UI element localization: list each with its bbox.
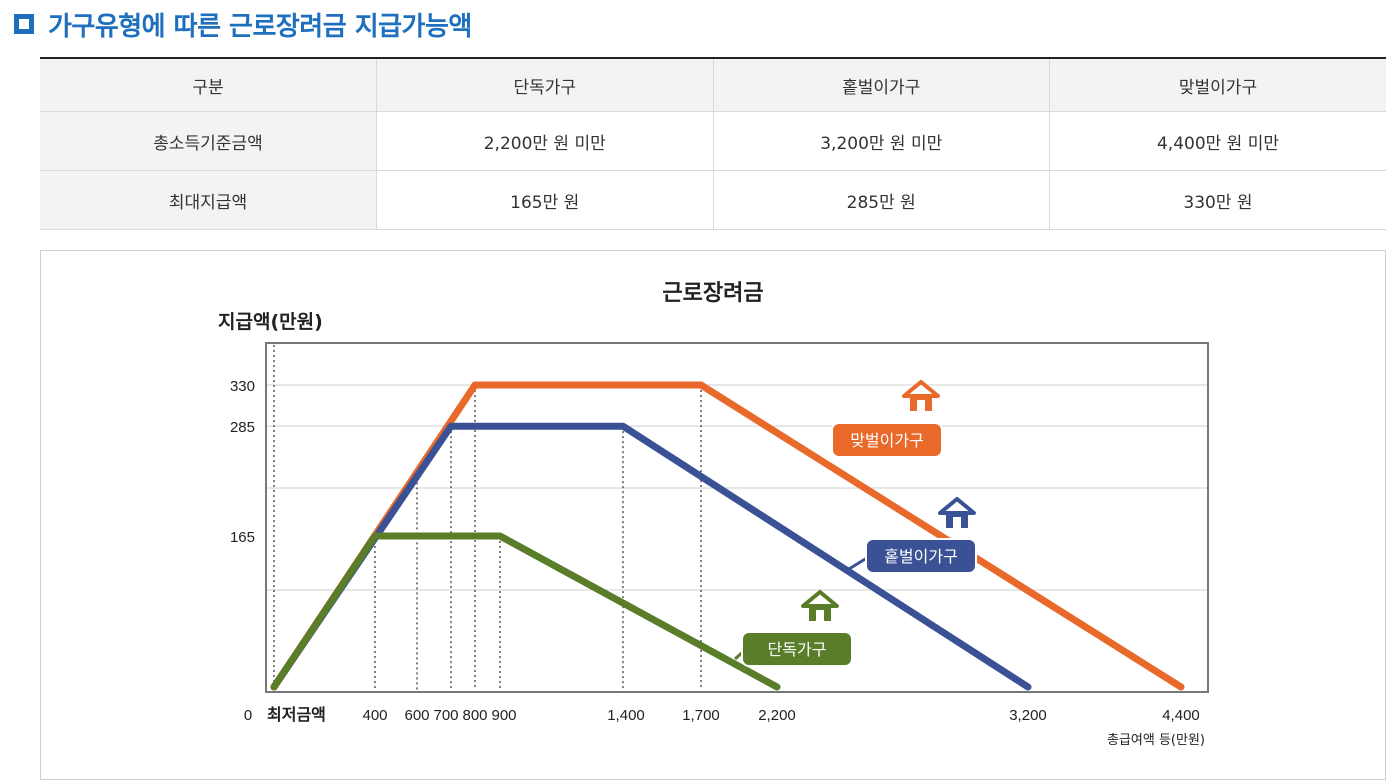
- x-tick-label: 600: [404, 707, 429, 724]
- house-icon: [938, 497, 976, 528]
- callout-box: [741, 631, 853, 667]
- table-row: 총소득기준금액 2,200만 원 미만 3,200만 원 미만 4,400만 원…: [40, 111, 1386, 171]
- table-header-cell: 구분: [40, 57, 377, 112]
- eitc-chart: 165 285 330 0 최저금액 400 600 700 800 900 1,400 1,700 2…: [40, 250, 1386, 780]
- x-tick-label: 1,700: [682, 707, 720, 724]
- table-header-cell: 맞벌이가구: [1049, 57, 1386, 112]
- house-icon: [801, 590, 839, 621]
- table-cell: 3,200만 원 미만: [713, 111, 1050, 171]
- callout-box: [831, 422, 943, 458]
- y-tick-label: 285: [230, 419, 255, 436]
- house-door: [816, 610, 824, 621]
- x-tick-label: 3,200: [1009, 707, 1047, 724]
- callout-label: 맞벌이가구: [850, 431, 924, 450]
- y-tick-label: 330: [230, 378, 255, 395]
- table-row-label: 최대지급액: [40, 170, 377, 230]
- series-line-단독가구: [270, 532, 781, 691]
- x-tick-label: 800: [462, 707, 487, 724]
- table-row-label: 총소득기준금액: [40, 111, 377, 171]
- plot-area: [265, 342, 1209, 693]
- table-cell: 165만 원: [376, 170, 714, 230]
- chart-canvas: 165 285 330 0 최저금액 400 600 700 800 900 1,400 1,700 2…: [230, 342, 1209, 724]
- chart-title: 근로장려금: [662, 281, 764, 306]
- section-title: 가구유형에 따른 근로장려금 지급가능액: [48, 11, 472, 42]
- x-tick-label: 0: [244, 707, 252, 724]
- callout-box: [865, 538, 977, 574]
- house-door: [917, 400, 925, 411]
- table-header-cell: 단독가구: [376, 57, 714, 112]
- y-axis-label: 지급액(만원): [218, 311, 323, 333]
- table-cell: 285만 원: [713, 170, 1050, 230]
- legend-callout-단독가구: 단독가구: [733, 590, 853, 667]
- eitc-table: 구분 단독가구 홑벌이가구 맞벌이가구 총소득기준금액 2,200만 원 미만 …: [40, 57, 1386, 230]
- x-tick-label: 2,200: [758, 707, 796, 724]
- table-header-row: 구분 단독가구 홑벌이가구 맞벌이가구: [40, 57, 1386, 112]
- x-axis-label: 총급여액 등(만원): [1107, 733, 1205, 748]
- table-header-cell: 홑벌이가구: [713, 57, 1050, 112]
- x-tick-label: 700: [433, 707, 458, 724]
- house-icon: [902, 380, 940, 411]
- x-tick-label: 400: [362, 707, 387, 724]
- table-cell: 4,400만 원 미만: [1049, 111, 1386, 171]
- table-cell: 2,200만 원 미만: [376, 111, 714, 171]
- table-cell: 330만 원: [1049, 170, 1386, 230]
- x-tick-label: 최저금액: [267, 705, 326, 724]
- section-heading: 가구유형에 따른 근로장려금 지급가능액: [14, 6, 472, 42]
- legend-callout-홑벌이가구: 홑벌이가구: [848, 497, 977, 574]
- square-bullet-icon: [14, 14, 34, 34]
- callout-label: 홑벌이가구: [884, 547, 958, 566]
- y-tick-label: 165: [230, 529, 255, 546]
- callout-label: 단독가구: [768, 640, 827, 659]
- x-tick-label: 4,400: [1162, 707, 1200, 724]
- house-door: [953, 517, 961, 528]
- legend-callout-맞벌이가구: 맞벌이가구: [831, 380, 943, 458]
- table-row: 최대지급액 165만 원 285만 원 330만 원: [40, 170, 1386, 230]
- x-tick-label: 900: [491, 707, 516, 724]
- x-tick-label: 1,400: [607, 707, 645, 724]
